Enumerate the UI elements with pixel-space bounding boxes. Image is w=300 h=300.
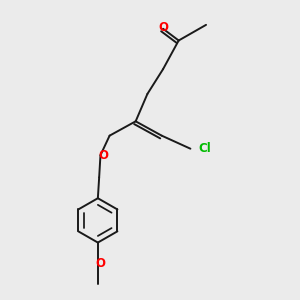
Text: O: O	[95, 257, 106, 270]
Text: O: O	[98, 149, 108, 162]
Text: O: O	[158, 21, 168, 34]
Text: Cl: Cl	[198, 142, 211, 155]
